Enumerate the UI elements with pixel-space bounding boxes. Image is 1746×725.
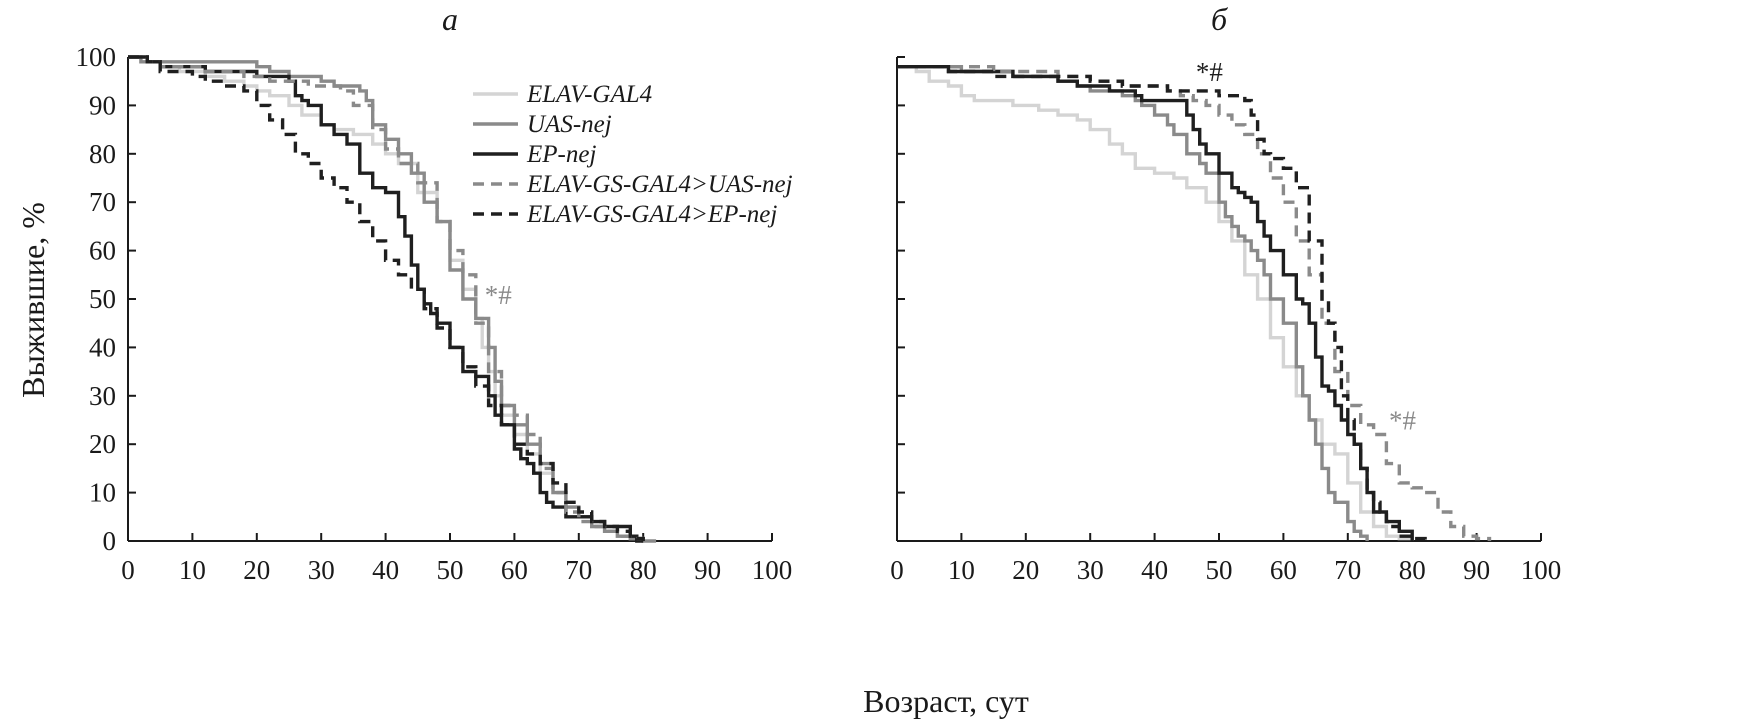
y-tick-label: 60: [89, 236, 116, 266]
series-line-elav-gs-gal4-ep-nej: [897, 65, 1427, 541]
x-tick-label: 10: [179, 555, 206, 585]
significance-annotation: *#: [1196, 57, 1224, 87]
x-tick-label: 20: [243, 555, 270, 585]
x-tick-label: 20: [1012, 555, 1039, 585]
x-tick-label: 80: [630, 555, 657, 585]
y-tick-label: 70: [89, 187, 116, 217]
x-tick-label: 30: [308, 555, 335, 585]
x-tick-label: 0: [890, 555, 904, 585]
y-tick-label: 100: [76, 42, 117, 72]
legend-label-elav-gs-gal4-ep-nej: ELAV-GS-GAL4>EP-nej: [526, 201, 777, 228]
x-tick-label: 0: [121, 555, 135, 585]
legend: ELAV-GAL4 UAS-nej EP-nej ELAV-GS-GAL4>UAS-n…: [473, 81, 793, 228]
panel-title: б: [1211, 1, 1228, 37]
y-axis-title: Выжившие, %: [15, 202, 51, 398]
legend-label-elav-gs-gal4-uas-nej: ELAV-GS-GAL4>UAS-nej: [526, 171, 793, 198]
x-tick-label: 100: [752, 555, 793, 585]
panel-b: 0 10 20 30 40 50 60 70 80 90 100 б *# *#: [890, 1, 1561, 585]
series-line-ep-nej: [897, 65, 1414, 541]
x-tick-label: 50: [1206, 555, 1233, 585]
x-tick-label: 50: [437, 555, 464, 585]
x-tick-label: 10: [948, 555, 975, 585]
panel-title: а: [442, 1, 458, 37]
x-tick-label: 80: [1399, 555, 1426, 585]
y-tick-label: 80: [89, 139, 116, 169]
x-tick-label: 100: [1521, 555, 1562, 585]
series-line-elav-gs-gal4-uas-nej: [128, 55, 645, 541]
panel-a: 0 10 20 30 40 50 60 70 80 90 100 0 10 20 30 40 50 60 70 80 9…: [76, 1, 793, 585]
x-tick-label: 70: [565, 555, 592, 585]
y-tick-label: 90: [89, 90, 116, 120]
legend-label-uas-nej: UAS-nej: [527, 111, 612, 138]
legend-label-ep-nej: EP-nej: [526, 141, 596, 168]
x-tick-label: 60: [501, 555, 528, 585]
y-tick-label: 40: [89, 332, 116, 362]
significance-annotation: *#: [1389, 406, 1417, 436]
y-tick-label: 10: [89, 478, 116, 508]
y-tick-label: 50: [89, 284, 116, 314]
x-tick-label: 90: [694, 555, 721, 585]
x-tick-label: 60: [1270, 555, 1297, 585]
y-tick-label: 20: [89, 429, 116, 459]
series-line-uas-nej: [897, 65, 1369, 541]
legend-label-elav-gal4: ELAV-GAL4: [526, 81, 652, 108]
x-tick-label: 90: [1463, 555, 1490, 585]
y-tick-label: 0: [103, 526, 117, 556]
x-tick-label: 40: [372, 555, 399, 585]
significance-annotation: *#: [485, 280, 513, 310]
series-line-elav-gs-gal4-ep-nej: [128, 55, 645, 541]
x-tick-label: 30: [1077, 555, 1104, 585]
y-tick-label: 30: [89, 381, 116, 411]
x-axis-title: Возраст, сут: [863, 683, 1029, 719]
x-tick-label: 70: [1334, 555, 1361, 585]
series-line-elav-gs-gal4-uas-nej: [897, 65, 1492, 541]
series-line-elav-gal4: [897, 65, 1414, 541]
x-tick-label: 40: [1141, 555, 1168, 585]
